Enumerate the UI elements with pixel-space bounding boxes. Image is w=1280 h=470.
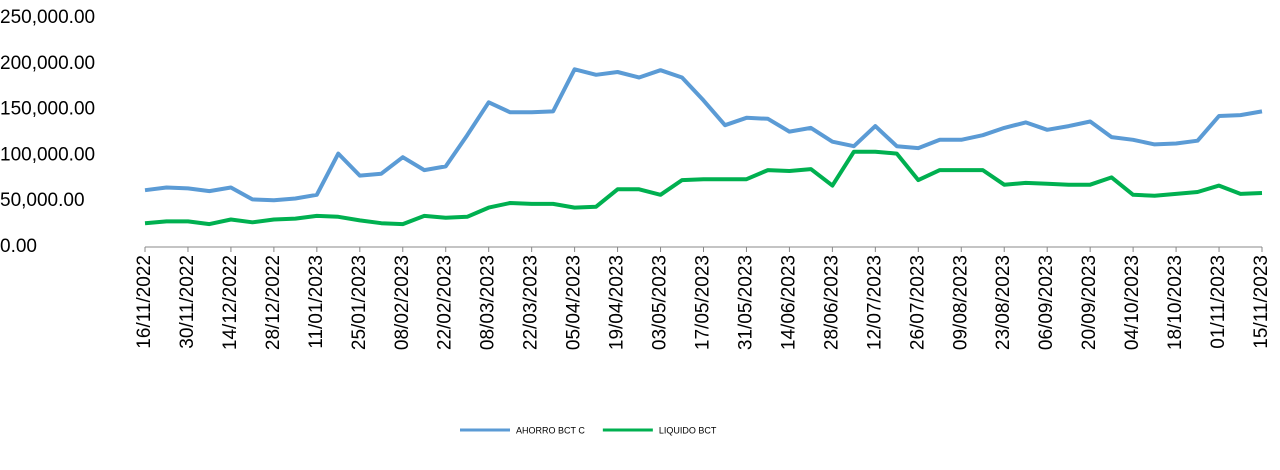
- x-tick-label: 31/05/2023: [735, 255, 756, 350]
- x-tick-label: 16/11/2022: [134, 255, 155, 349]
- x-tick-label: 18/10/2023: [1165, 255, 1186, 350]
- x-tick-label: 28/12/2022: [263, 255, 284, 350]
- y-tick-label: 50,000.00: [0, 190, 85, 211]
- x-tick-label: 12/07/2023: [864, 255, 885, 350]
- y-tick-label: 250,000.00: [0, 7, 95, 28]
- x-tick-label: 25/01/2023: [349, 255, 370, 350]
- x-tick-label: 22/02/2023: [435, 255, 456, 350]
- x-tick-label: 05/04/2023: [564, 255, 585, 350]
- legend-label: LIQUIDO BCT: [659, 425, 717, 435]
- x-tick-label: 09/08/2023: [950, 255, 971, 350]
- x-tick-label: 20/09/2023: [1079, 255, 1100, 350]
- x-tick-label: 22/03/2023: [521, 255, 542, 350]
- y-tick-label: 200,000.00: [0, 53, 95, 74]
- x-tick-label: 11/01/2023: [306, 255, 327, 349]
- legend-label: AHORRO BCT C: [516, 425, 585, 435]
- y-tick-label: 100,000.00: [0, 144, 95, 165]
- x-tick-label: 15/11/2023: [1251, 255, 1272, 349]
- y-tick-label: 0.00: [0, 236, 37, 257]
- y-tick-label: 150,000.00: [0, 99, 95, 120]
- x-tick-label: 23/08/2023: [993, 255, 1014, 350]
- series-line: [144, 67, 1263, 203]
- x-tick-label: 30/11/2022: [177, 255, 198, 349]
- x-tick-label: 17/05/2023: [693, 255, 714, 350]
- x-tick-label: 04/10/2023: [1122, 255, 1143, 350]
- x-tick-label: 08/02/2023: [392, 255, 413, 350]
- x-tick-label: 14/12/2022: [220, 255, 241, 350]
- x-tick-label: 08/03/2023: [478, 255, 499, 350]
- x-tick-label: 06/09/2023: [1036, 255, 1057, 350]
- x-tick-label: 01/11/2023: [1208, 255, 1229, 349]
- x-tick-label: 14/06/2023: [778, 255, 799, 350]
- x-tick-label: 19/04/2023: [607, 255, 628, 350]
- x-tick-label: 03/05/2023: [650, 255, 671, 350]
- x-tick-label: 28/06/2023: [821, 255, 842, 350]
- x-tick-label: 26/07/2023: [907, 255, 928, 350]
- series-line: [144, 149, 1263, 227]
